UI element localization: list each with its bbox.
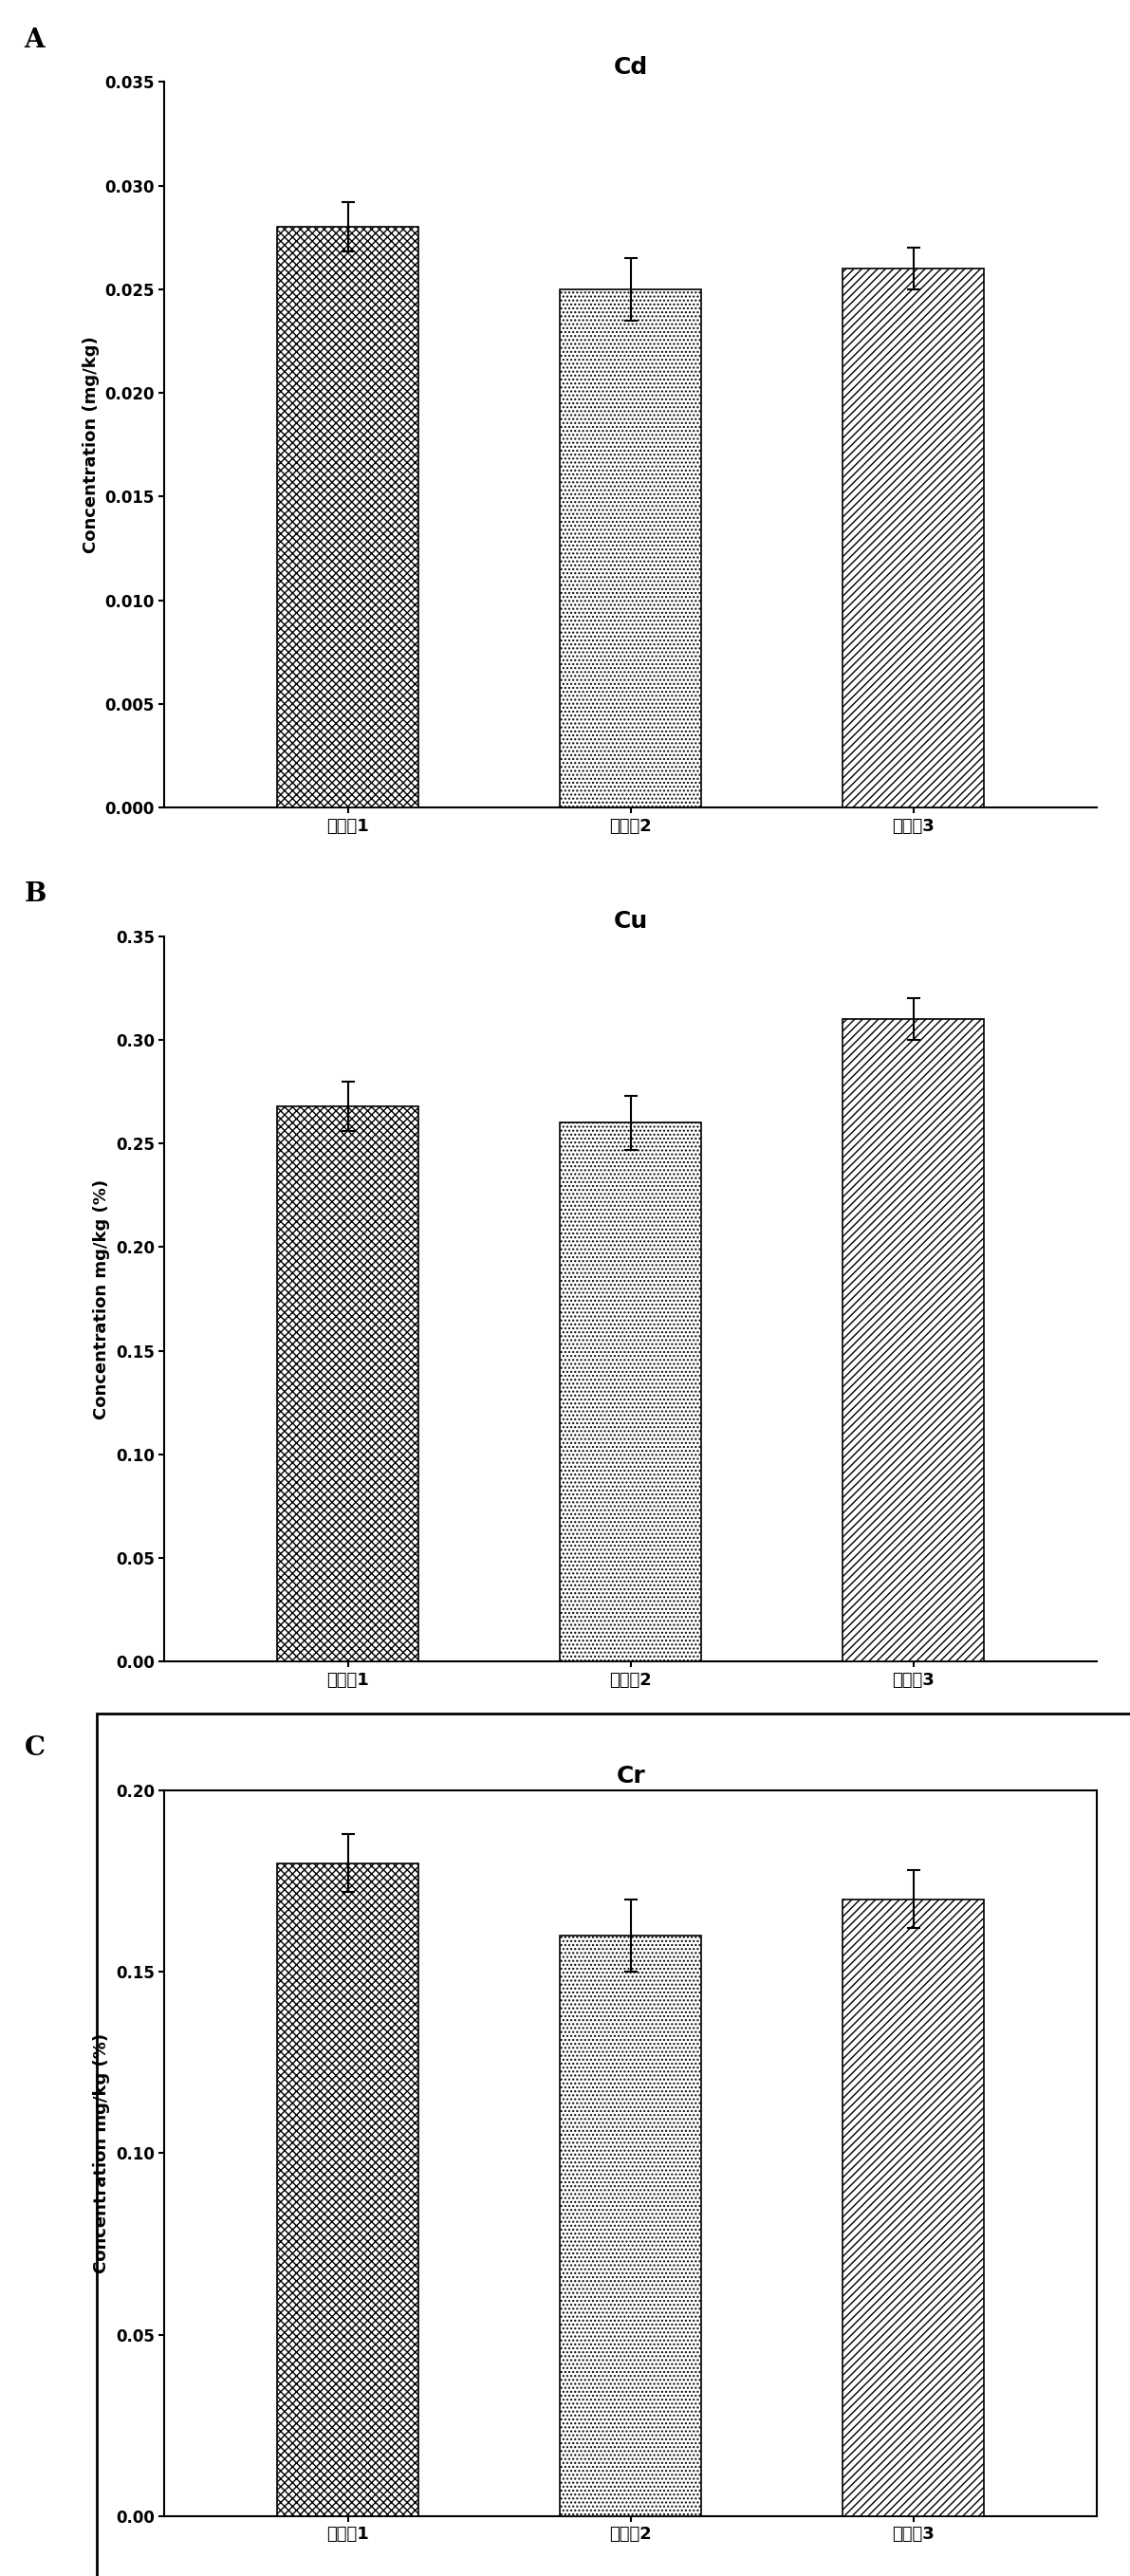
- Bar: [843, 1899, 984, 2517]
- Y-axis label: Concentration (mg/kg): Concentration (mg/kg): [82, 337, 99, 554]
- Bar: [277, 1862, 419, 2517]
- Bar: [560, 1935, 702, 2517]
- Bar: [277, 227, 419, 806]
- Bar: [843, 1020, 984, 1662]
- Text: B: B: [25, 881, 46, 907]
- Title: Cu: Cu: [614, 909, 647, 933]
- Y-axis label: Concentration mg/kg (%): Concentration mg/kg (%): [93, 2032, 111, 2275]
- Bar: [560, 289, 702, 806]
- Y-axis label: Concentration mg/kg (%): Concentration mg/kg (%): [93, 1180, 111, 1419]
- Bar: [277, 1105, 419, 1662]
- Bar: [560, 1123, 702, 1662]
- Text: A: A: [25, 28, 45, 54]
- Title: Cr: Cr: [616, 1765, 645, 1788]
- Title: Cd: Cd: [614, 57, 647, 80]
- Text: C: C: [25, 1736, 45, 1762]
- Bar: [843, 268, 984, 806]
